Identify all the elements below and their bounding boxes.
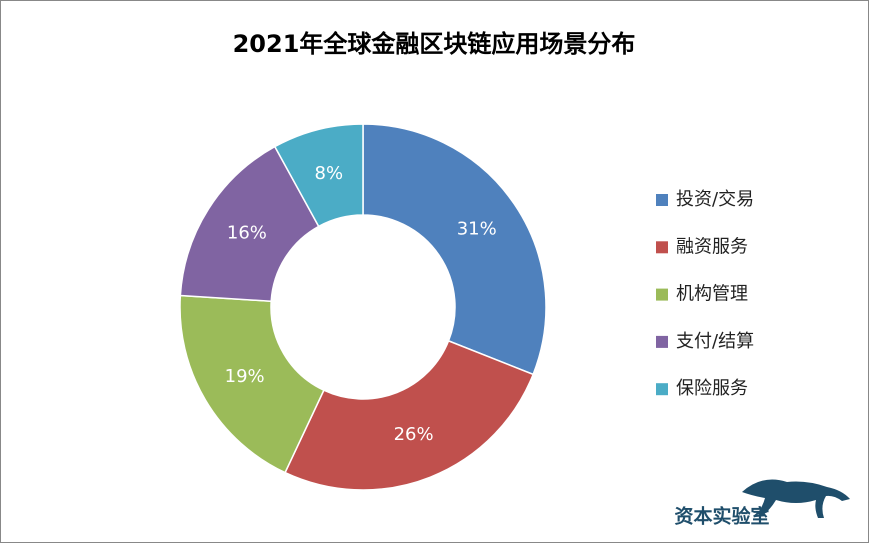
logo-icon xyxy=(742,479,850,518)
legend-swatch xyxy=(656,383,668,396)
donut-slice xyxy=(362,123,547,376)
legend-swatch xyxy=(656,241,668,254)
legend-swatch xyxy=(656,335,668,348)
donut-slice xyxy=(273,123,364,228)
legend-label: 保险服务 xyxy=(676,378,748,399)
chart-title: 2021年全球金融区块链应用场景分布 xyxy=(233,30,636,58)
data-label: 31% xyxy=(457,219,497,240)
legend-swatch xyxy=(656,194,668,206)
legend-label: 融资服务 xyxy=(676,236,748,257)
donut-slice xyxy=(179,294,325,474)
legend-label: 机构管理 xyxy=(676,284,748,305)
donut-slice xyxy=(179,145,320,303)
watermark-text: 资本实验室 xyxy=(674,505,769,528)
legend-swatch xyxy=(656,288,668,301)
data-label: 26% xyxy=(394,424,434,445)
data-label: 16% xyxy=(227,222,267,243)
data-label: 19% xyxy=(225,366,265,387)
donut-slice xyxy=(284,339,535,491)
watermark-logo: 资本实验室 xyxy=(674,479,850,528)
data-label: 8% xyxy=(315,163,344,184)
legend-label: 投资/交易 xyxy=(676,189,754,210)
legend-label: 支付/结算 xyxy=(676,331,754,352)
